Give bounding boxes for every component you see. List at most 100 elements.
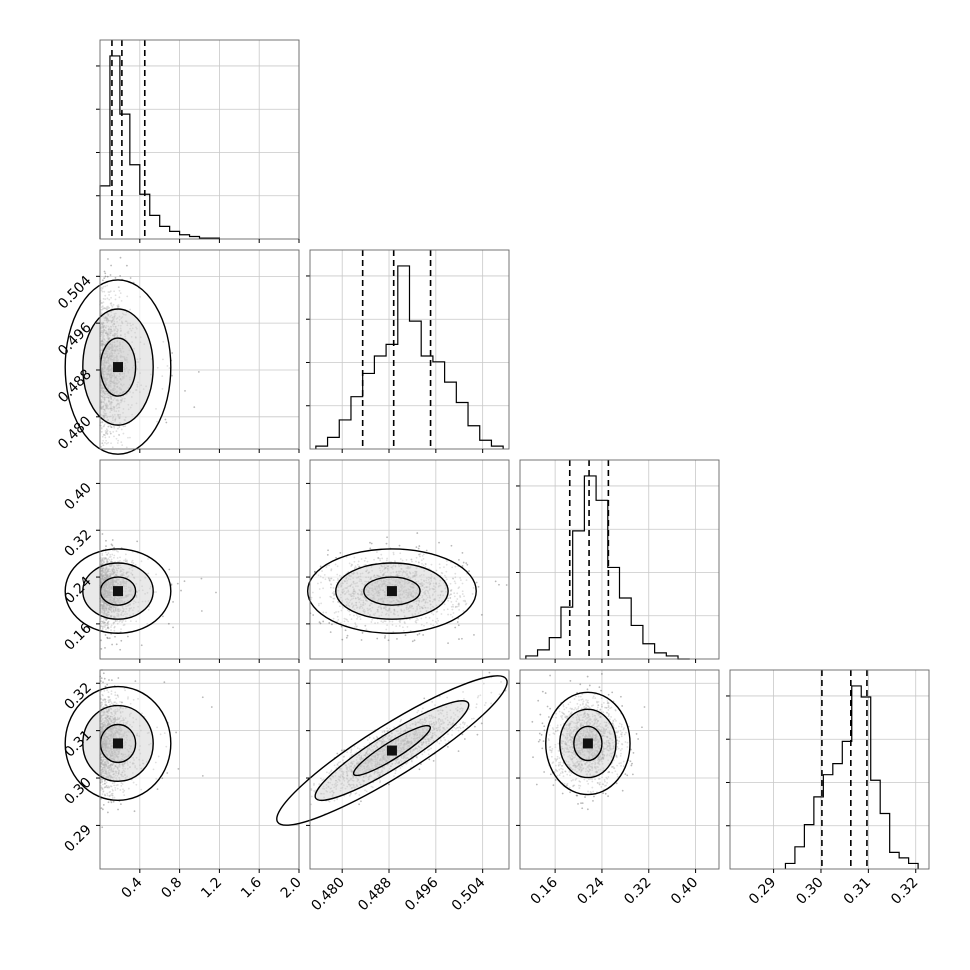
y-tick-label: 0.40: [61, 480, 94, 513]
sample-point: [115, 643, 118, 646]
sample-point: [438, 541, 440, 544]
sample-point: [335, 556, 337, 559]
sample-point: [312, 614, 315, 616]
sample-point: [183, 580, 186, 583]
sample-point: [101, 533, 104, 535]
sample-point: [454, 626, 457, 629]
grid-lines: [773, 670, 917, 869]
sample-point: [200, 577, 203, 580]
density-peak: [386, 586, 397, 597]
histogram-0: [99, 55, 220, 239]
sample-point: [328, 622, 331, 624]
sample-point: [457, 624, 460, 627]
sample-point: [104, 646, 106, 649]
sample-point: [105, 539, 107, 542]
sample-point: [341, 638, 344, 641]
sample-point: [136, 540, 139, 543]
sample-point: [100, 647, 103, 650]
panel-frame: [519, 459, 720, 660]
sample-point: [172, 601, 174, 603]
sample-point: [125, 264, 128, 267]
sample-point: [344, 629, 347, 632]
sample-point: [326, 553, 329, 556]
x-tick-label: 0.30: [793, 875, 826, 908]
sample-point: [480, 613, 483, 616]
sample-point: [360, 639, 363, 641]
sample-point: [108, 637, 111, 640]
sample-point: [156, 788, 159, 791]
sample-point: [425, 549, 428, 552]
sample-point: [111, 643, 114, 646]
sample-point: [329, 631, 332, 633]
sample-point: [331, 623, 333, 626]
sample-point: [119, 648, 122, 651]
sample-point: [104, 634, 107, 636]
sample-point: [415, 546, 418, 549]
sample-point: [166, 772, 169, 774]
sample-point: [369, 547, 372, 550]
histogram-1: [315, 265, 504, 449]
density-peak: [113, 362, 123, 373]
sample-point: [416, 633, 419, 636]
sample-point: [473, 633, 475, 636]
sample-point: [140, 644, 143, 647]
sample-point: [361, 632, 364, 634]
sample-point: [110, 801, 113, 804]
sample-point: [176, 582, 179, 585]
panel-frame: [729, 669, 930, 870]
sample-point: [108, 679, 110, 681]
sample-point: [466, 563, 469, 566]
sample-point: [111, 539, 114, 541]
sample-point: [200, 610, 203, 612]
sample-point: [318, 621, 321, 624]
sample-point: [103, 677, 106, 680]
sample-point: [105, 545, 107, 548]
sample-point: [345, 636, 348, 639]
density-peak: [113, 586, 123, 597]
sample-point: [346, 634, 349, 637]
sample-point: [119, 256, 122, 259]
sample-point: [465, 562, 468, 564]
sample-point: [458, 638, 460, 640]
sample-point: [461, 551, 464, 554]
grid-lines: [139, 40, 300, 239]
sample-point: [461, 637, 463, 640]
sample-point: [114, 635, 116, 638]
sample-point: [101, 279, 104, 282]
sample-point: [104, 272, 107, 275]
sample-point: [398, 544, 401, 547]
sample-point: [456, 621, 459, 623]
sample-point: [107, 801, 110, 804]
sample-point: [418, 632, 421, 635]
sample-point: [447, 642, 449, 645]
sample-point: [475, 581, 478, 584]
sample-point: [319, 565, 322, 568]
sample-point: [165, 421, 168, 424]
sample-point: [164, 418, 167, 421]
sample-point: [386, 536, 388, 539]
sample-point: [383, 636, 386, 639]
sample-point: [109, 274, 112, 276]
sample-point: [119, 274, 122, 277]
sample-point: [134, 680, 137, 683]
sample-point: [384, 635, 387, 637]
sample-point: [376, 637, 379, 640]
sample-point: [417, 547, 420, 550]
sample-point: [184, 389, 186, 392]
sample-point: [215, 591, 217, 594]
sample-point: [107, 258, 109, 260]
grid-lines: [341, 250, 484, 449]
sample-point: [416, 532, 419, 534]
panel-frame: [99, 39, 300, 240]
sample-point: [404, 634, 407, 637]
sample-point: [119, 803, 122, 806]
sample-point: [103, 270, 106, 273]
panel-frame: [309, 249, 510, 450]
sample-point: [458, 558, 460, 561]
grid-lines: [554, 460, 696, 659]
sample-point: [422, 634, 425, 636]
sample-point: [498, 583, 500, 586]
sample-point: [106, 275, 109, 278]
sample-point: [112, 800, 115, 803]
sample-point: [385, 542, 388, 545]
